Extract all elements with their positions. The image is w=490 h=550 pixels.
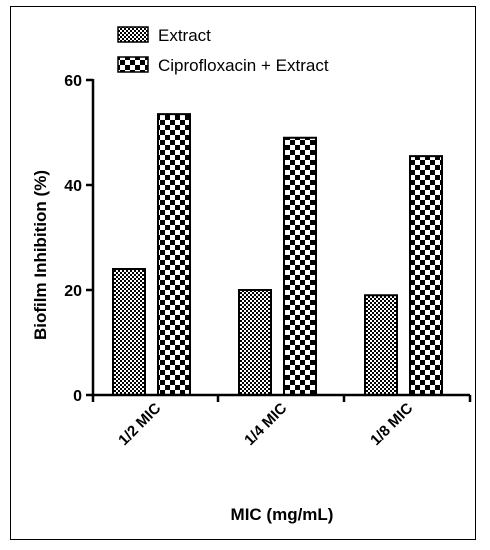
x-tick-label: 1/2 MIC: [115, 400, 164, 449]
legend: Extract Ciprofloxacin + Extract: [117, 26, 329, 75]
y-tick-label: 20: [64, 283, 82, 300]
x-tick-label: 1/8 MIC: [367, 400, 416, 449]
bar-cipro-extract-2: [283, 136, 317, 396]
legend-swatch-extract: [117, 26, 149, 43]
bar-extract-3: [364, 294, 398, 396]
bar-cipro-extract-3: [409, 155, 443, 396]
y-tick-label: 0: [73, 388, 82, 405]
x-tick-label: 1/4 MIC: [241, 400, 290, 449]
legend-label-extract: Extract: [158, 26, 211, 45]
y-axis-label: Biofilm Inhibition (%): [31, 170, 50, 340]
bar-extract-2: [238, 289, 272, 396]
y-tick-label: 60: [64, 73, 82, 90]
legend-swatch-cipro-extract: [117, 56, 149, 73]
x-axis-label: MIC (mg/mL): [231, 505, 334, 524]
legend-label-cipro-extract: Ciprofloxacin + Extract: [158, 56, 329, 75]
y-tick-label: 40: [64, 178, 82, 195]
chart-frame: [10, 6, 476, 540]
bar-cipro-extract-1: [157, 113, 191, 396]
bar-extract-1: [112, 268, 146, 396]
bars-group: [112, 113, 443, 396]
